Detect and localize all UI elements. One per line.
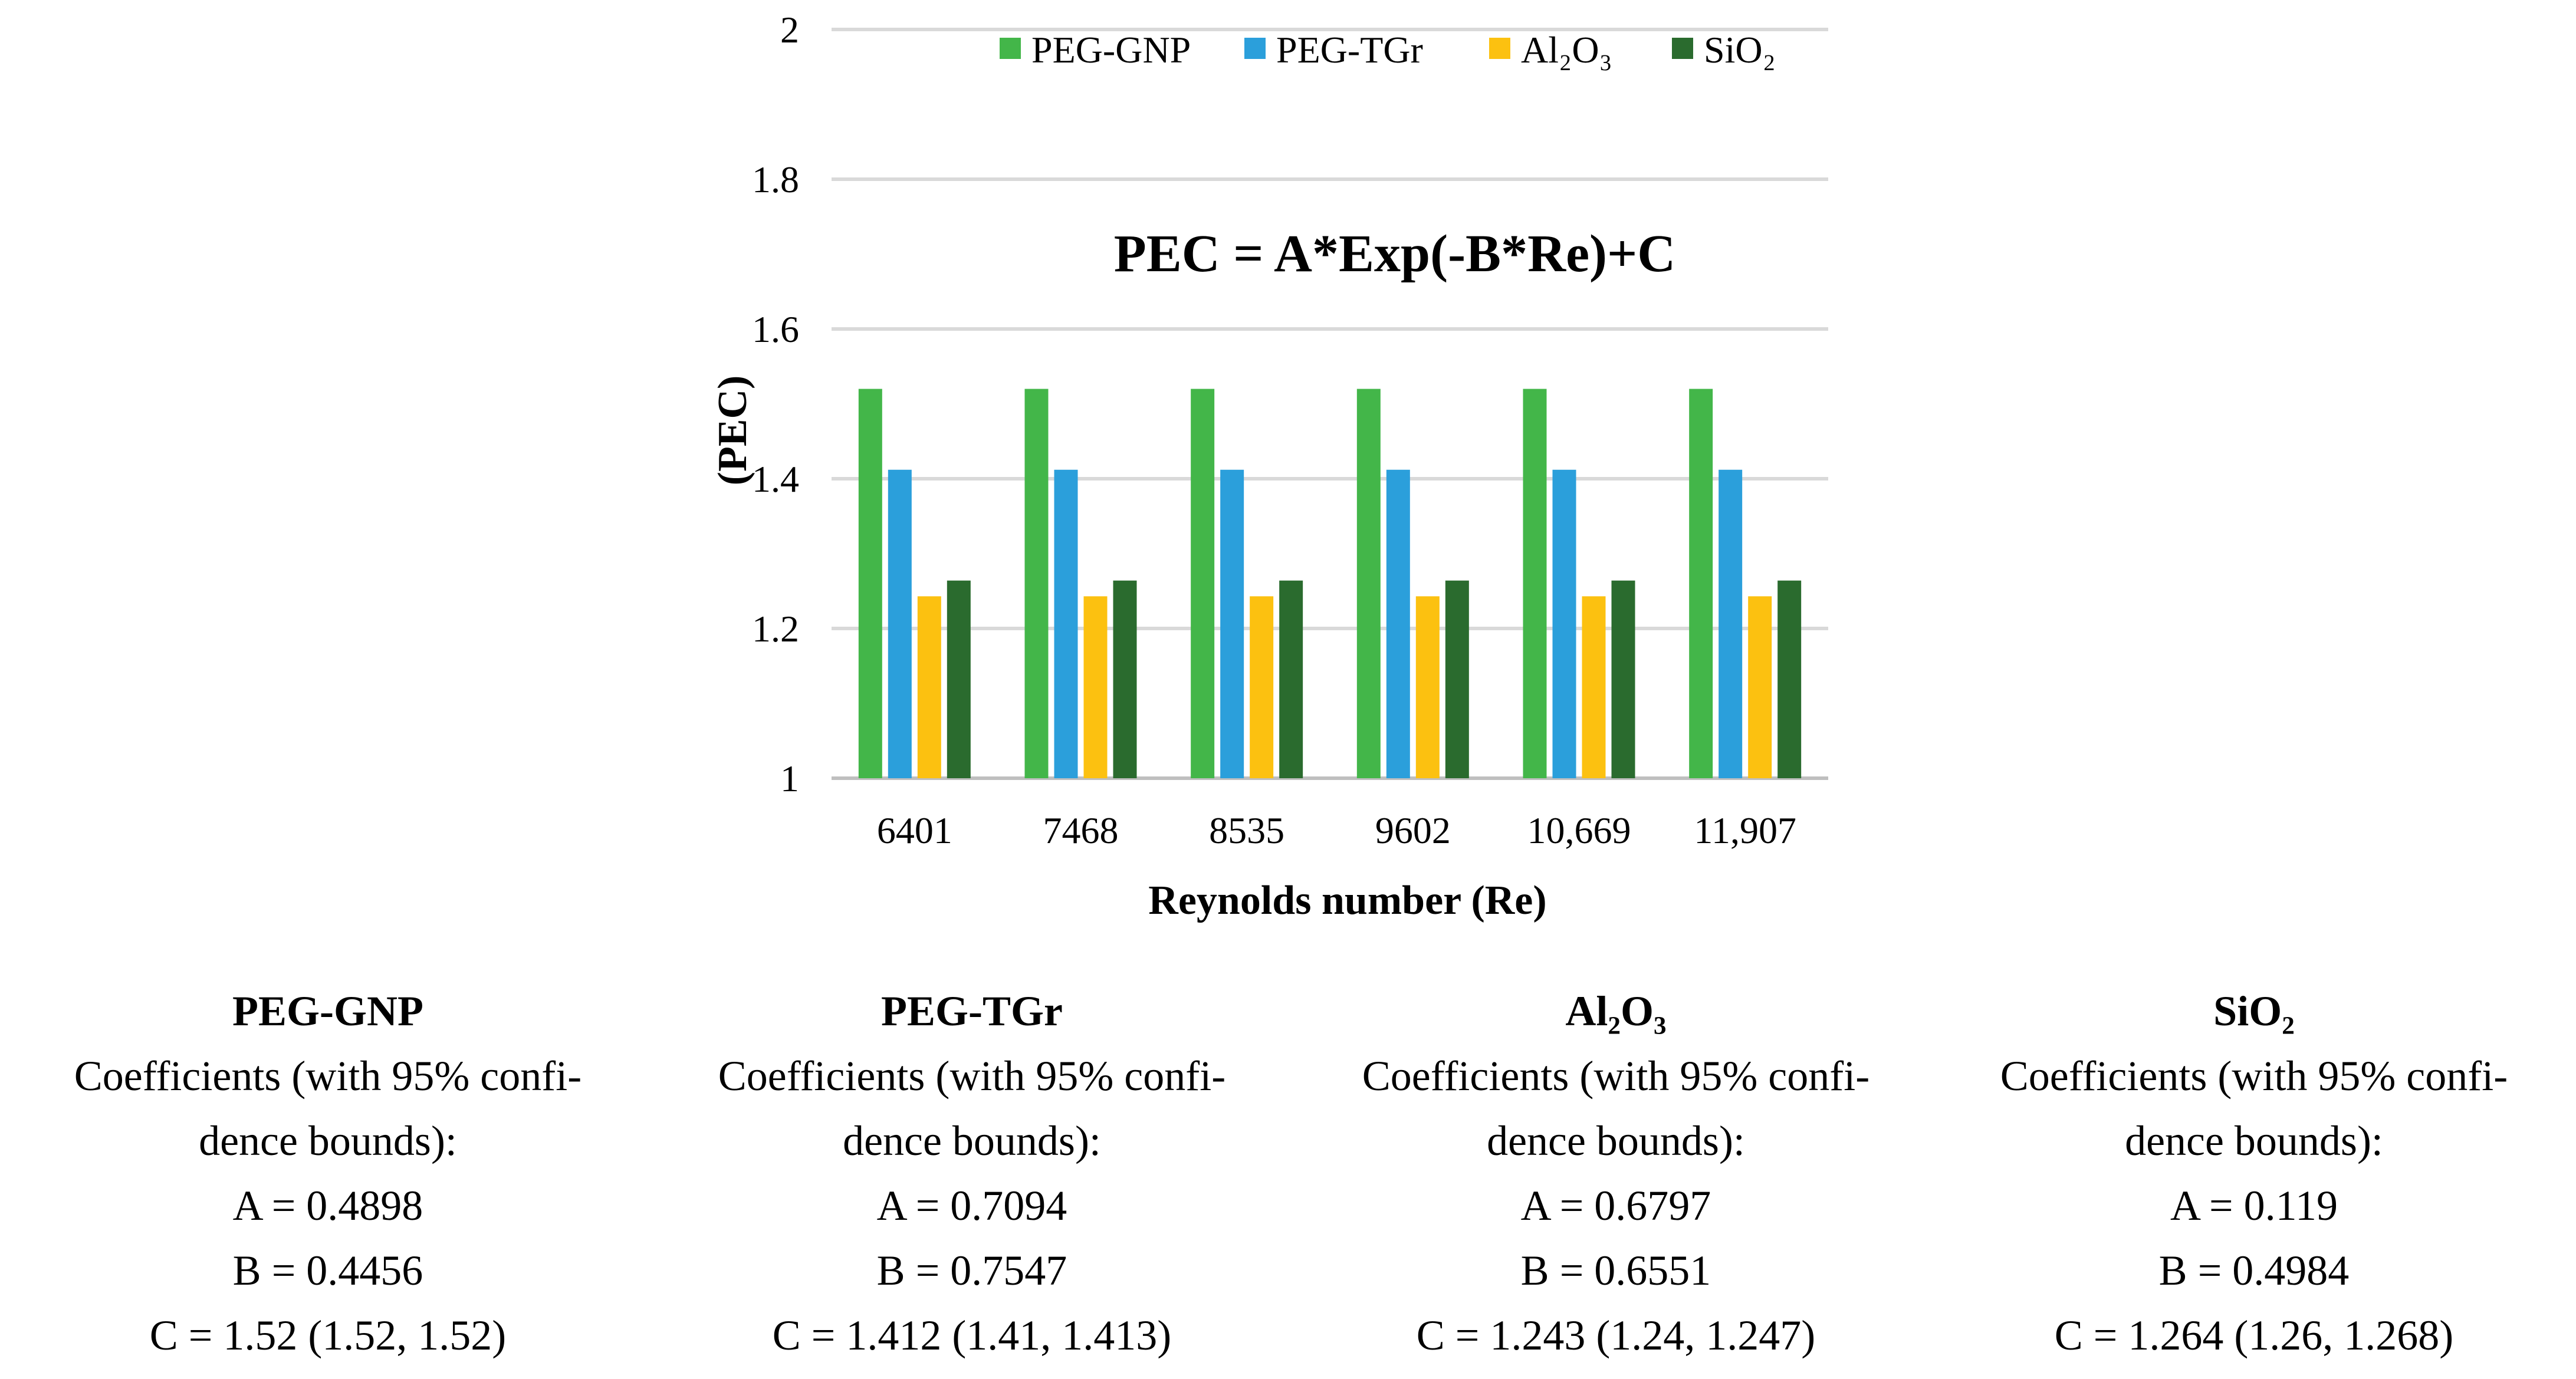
legend-swatch bbox=[1000, 38, 1021, 59]
coef-b: B = 0.4456 bbox=[232, 1247, 423, 1294]
coef-panel-peg-tgr: PEG-TGr Coefficients (with 95% confi- de… bbox=[650, 979, 1294, 1368]
chart: 1 1.2 1.4 1.6 1.8 2 6401 7468 8535 9602 10,669 11,… bbox=[710, 9, 1828, 923]
coef-a: A = 0.4898 bbox=[232, 1182, 423, 1229]
x-axis-ticks: 6401 7468 8535 9602 10,669 11,907 bbox=[877, 809, 1796, 851]
legend-label: Al₂O₃ bbox=[1521, 29, 1612, 71]
bar bbox=[1523, 389, 1547, 778]
coef-panel-title: PEG-TGr bbox=[881, 988, 1063, 1035]
coef-panel-peg-gnp: PEG-GNP Coefficients (with 95% confi- de… bbox=[6, 979, 650, 1368]
coef-heading-cont: dence bounds): bbox=[843, 1117, 1101, 1164]
bar bbox=[1552, 469, 1576, 778]
coef-c: C = 1.412 (1.41, 1.413) bbox=[772, 1312, 1172, 1359]
bar bbox=[1083, 596, 1108, 778]
coef-a: A = 0.7094 bbox=[876, 1182, 1067, 1229]
bar bbox=[1113, 580, 1137, 778]
coef-panel-sio2: SiO₂ Coefficients (with 95% confi- dence… bbox=[1932, 979, 2576, 1368]
bar bbox=[1611, 580, 1635, 778]
bar bbox=[1415, 596, 1440, 778]
bar bbox=[888, 469, 912, 778]
y-axis-ticks: 1 1.2 1.4 1.6 1.8 2 bbox=[752, 9, 799, 799]
legend-item: Al₂O₃ bbox=[1489, 29, 1612, 71]
coef-heading: Coefficients (with 95% confi- bbox=[718, 1052, 1226, 1100]
bar bbox=[1582, 596, 1606, 778]
legend-swatch bbox=[1244, 38, 1266, 59]
legend-label: PEG-GNP bbox=[1031, 29, 1191, 71]
legend-item: PEG-GNP bbox=[1000, 29, 1191, 71]
coef-heading-cont: dence bounds): bbox=[199, 1117, 457, 1164]
y-tick-label: 1.4 bbox=[752, 458, 799, 500]
x-axis-title: Reynolds number (Re) bbox=[1148, 878, 1546, 923]
coef-b: B = 0.4984 bbox=[2158, 1247, 2350, 1294]
y-axis-title: (PEC) bbox=[710, 376, 755, 486]
coef-a: A = 0.119 bbox=[2170, 1182, 2338, 1229]
y-tick-label: 2 bbox=[780, 9, 799, 51]
y-tick-label: 1 bbox=[780, 758, 799, 799]
bar bbox=[1054, 469, 1078, 778]
bar bbox=[947, 580, 971, 778]
bar bbox=[1250, 596, 1274, 778]
x-tick-label: 6401 bbox=[877, 809, 952, 851]
bars bbox=[858, 389, 1802, 778]
coef-panel-title: PEG-GNP bbox=[232, 988, 423, 1035]
coef-heading: Coefficients (with 95% confi- bbox=[1362, 1052, 1870, 1100]
coef-panel-al2o3: Al₂O₃ Coefficients (with 95% confi- denc… bbox=[1294, 979, 1938, 1368]
bar bbox=[1279, 580, 1303, 778]
y-tick-label: 1.6 bbox=[752, 308, 799, 350]
bar bbox=[1748, 596, 1772, 778]
bar bbox=[1220, 469, 1244, 778]
legend: PEG-GNP PEG-TGr Al₂O₃ SiO₂ bbox=[1000, 29, 1776, 71]
bar bbox=[1777, 580, 1802, 778]
x-tick-label: 8535 bbox=[1209, 809, 1284, 851]
legend-label: SiO₂ bbox=[1704, 29, 1776, 71]
coef-panel-title: Al₂O₃ bbox=[1565, 988, 1667, 1035]
chart-title: PEC = A*Exp(-B*Re)+C bbox=[1114, 225, 1676, 283]
x-tick-label: 11,907 bbox=[1694, 809, 1796, 851]
coef-heading: Coefficients (with 95% confi- bbox=[2000, 1052, 2508, 1100]
coef-panel-title: SiO₂ bbox=[2213, 988, 2295, 1035]
coef-heading-cont: dence bounds): bbox=[1487, 1117, 1745, 1164]
x-tick-label: 7468 bbox=[1043, 809, 1119, 851]
bar bbox=[1386, 469, 1410, 778]
legend-label: PEG-TGr bbox=[1276, 29, 1423, 71]
legend-item: SiO₂ bbox=[1672, 29, 1776, 71]
coef-b: B = 0.6551 bbox=[1520, 1247, 1711, 1294]
legend-swatch bbox=[1489, 38, 1510, 59]
coef-b: B = 0.7547 bbox=[876, 1247, 1067, 1294]
coef-c: C = 1.243 (1.24, 1.247) bbox=[1416, 1312, 1816, 1359]
coef-c: C = 1.52 (1.52, 1.52) bbox=[149, 1312, 507, 1359]
coef-heading: Coefficients (with 95% confi- bbox=[74, 1052, 582, 1100]
x-tick-label: 10,669 bbox=[1527, 809, 1631, 851]
bar bbox=[1689, 389, 1713, 778]
bar bbox=[917, 596, 941, 778]
y-tick-label: 1.2 bbox=[752, 608, 799, 650]
legend-swatch bbox=[1672, 38, 1693, 59]
gridlines bbox=[832, 28, 1828, 780]
coef-heading-cont: dence bounds): bbox=[2125, 1117, 2383, 1164]
coef-c: C = 1.264 (1.26, 1.268) bbox=[2054, 1312, 2454, 1359]
bar bbox=[858, 389, 882, 778]
bar bbox=[1024, 389, 1049, 778]
x-tick-label: 9602 bbox=[1375, 809, 1451, 851]
legend-item: PEG-TGr bbox=[1244, 29, 1423, 71]
coef-a: A = 0.6797 bbox=[1520, 1182, 1711, 1229]
y-tick-label: 1.8 bbox=[752, 159, 799, 200]
bar bbox=[1191, 389, 1215, 778]
bar bbox=[1356, 389, 1381, 778]
bar bbox=[1445, 580, 1469, 778]
bar bbox=[1719, 469, 1743, 778]
